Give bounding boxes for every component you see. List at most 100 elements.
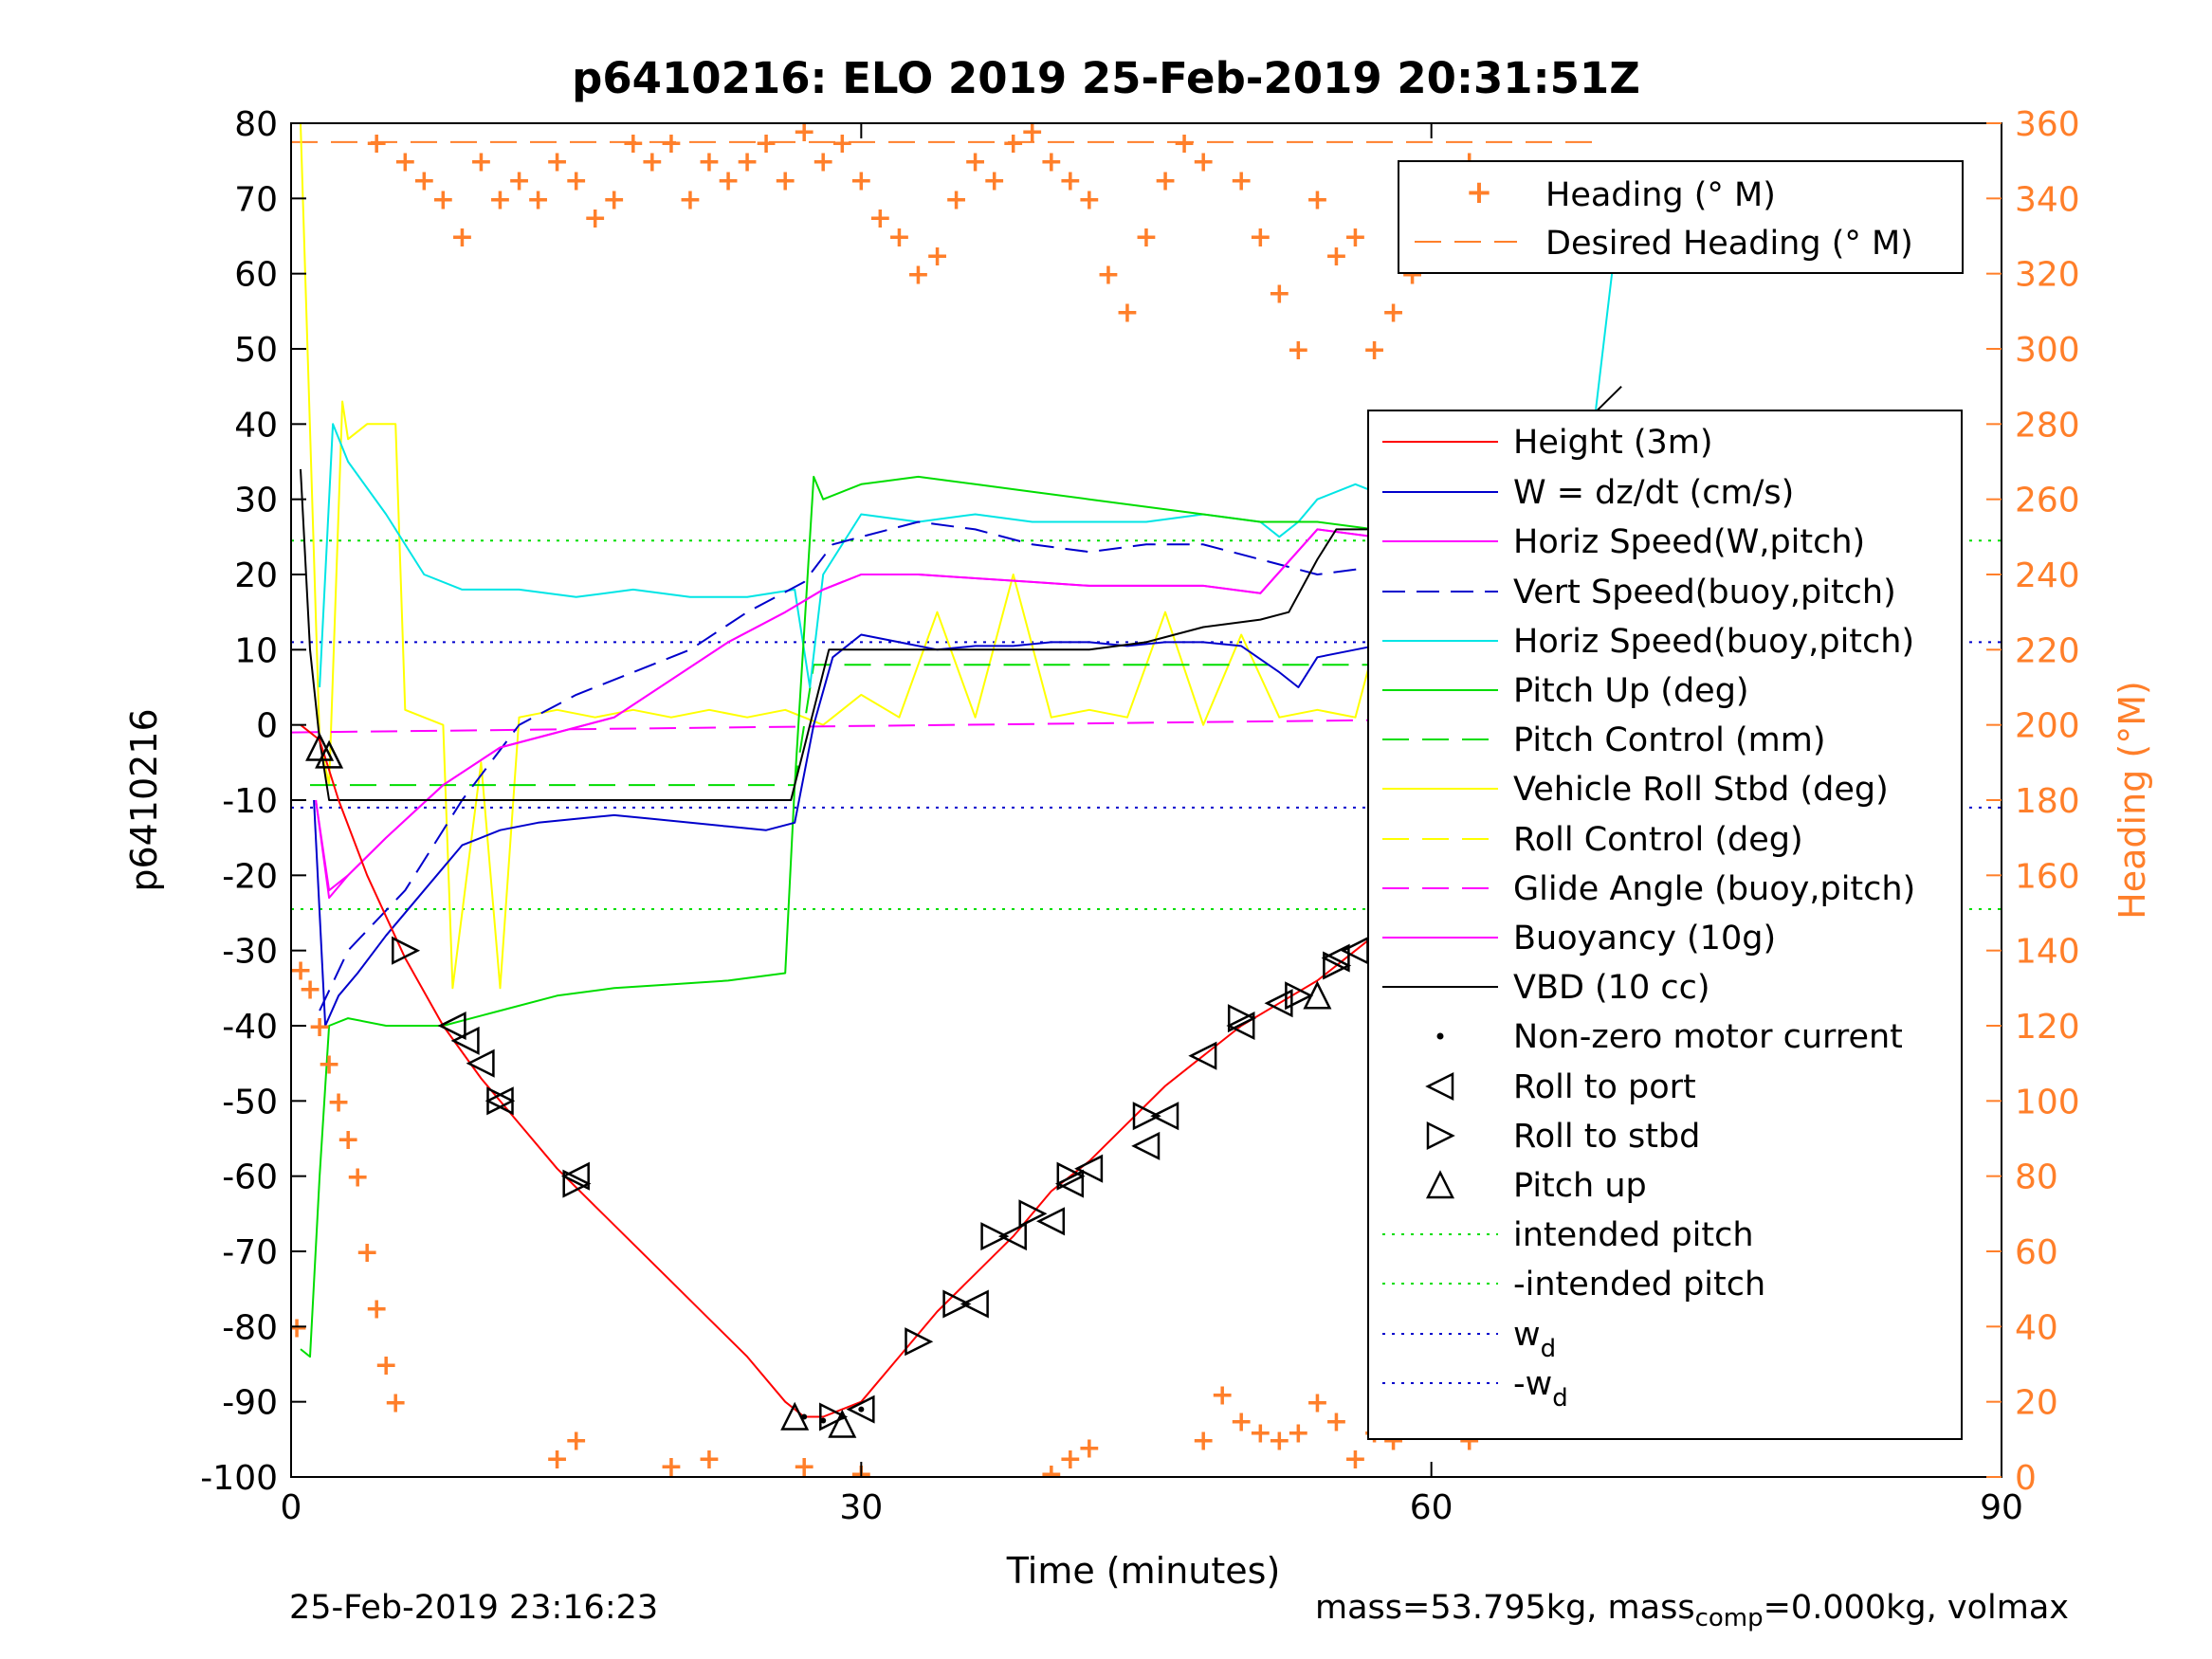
y2-tick-label: 220 [2015, 631, 2080, 670]
legend-swatch-roll-to-port [1425, 1071, 1454, 1102]
heading-point: + [1249, 221, 1272, 254]
legend-entry-height: Height (3m) [1513, 424, 1713, 462]
y2-tick-label: 200 [2015, 707, 2080, 746]
heading-point: + [469, 146, 493, 179]
roll-to-port-marker [1226, 1011, 1255, 1041]
x-tick-label: 90 [1980, 1488, 2023, 1527]
roll-to-stbd-marker [1323, 951, 1352, 980]
heading-point: + [1077, 183, 1101, 216]
footer-mass-text: mass=53.795kg, mass [1315, 1589, 1695, 1627]
heading-point: + [659, 1450, 683, 1484]
footer-mass-tail: =0.000kg, volmax [1763, 1589, 2069, 1627]
heading-point: + [793, 116, 816, 149]
heading-point: + [1096, 259, 1120, 292]
heading-point: + [1268, 1424, 1291, 1457]
roll-to-port-marker [437, 1011, 466, 1041]
heading-point: + [963, 146, 987, 179]
heading-point: + [697, 1443, 721, 1476]
legend-main: Height (3m) W = dz/dt (cm/s) Horiz Speed… [1367, 410, 1963, 1440]
heading-point: + [1306, 183, 1329, 216]
y-tick-label: -50 [222, 1083, 278, 1121]
roll-to-stbd-marker [1056, 1161, 1086, 1191]
heading-point: + [284, 1311, 308, 1344]
heading-point: + [1115, 296, 1139, 329]
heading-point: + [412, 165, 436, 198]
legend-entry-motor-current: Non-zero motor current [1513, 1018, 1903, 1056]
heading-point: + [906, 259, 930, 292]
roll-to-port-marker [1036, 1207, 1066, 1236]
roll-to-port-marker [997, 1222, 1027, 1251]
roll-to-port-marker [1264, 989, 1293, 1018]
x-axis-label: Time (minutes) [1006, 1550, 1281, 1592]
heading-point: + [1362, 334, 1386, 367]
legend-heading-plus-marker: + [1466, 173, 1493, 211]
heading-point: + [545, 1443, 569, 1476]
legend-entry-vehicle-roll: Vehicle Roll Stbd (deg) [1513, 771, 1889, 809]
roll-to-stbd-marker [562, 1169, 592, 1198]
y-tick-label: 0 [256, 707, 278, 746]
roll-to-port-marker [1074, 1154, 1104, 1183]
legend-entry-w: W = dz/dt (cm/s) [1513, 474, 1794, 512]
roll-to-port-marker [450, 1026, 480, 1055]
legend-heading: + Heading (° M) Desired Heading (° M) [1398, 160, 1964, 274]
roll-to-stbd-marker [819, 1402, 849, 1431]
motor-current-point [839, 1413, 846, 1420]
heading-point: + [365, 127, 389, 160]
roll-to-port-marker [1321, 943, 1350, 973]
series-pitch [300, 475, 1613, 1358]
y2-tick-label: 0 [2015, 1459, 2037, 1498]
roll-to-stbd-marker [1018, 1199, 1048, 1229]
series-glide [291, 716, 1622, 734]
heading-point: + [356, 1236, 379, 1269]
legend-entry-pitch-up: Pitch Up (deg) [1513, 672, 1749, 710]
heading-point: + [1077, 1431, 1101, 1465]
y-tick-label: -20 [222, 857, 278, 896]
x-tick-label: 0 [281, 1488, 302, 1527]
heading-point: + [659, 127, 683, 160]
legend-main-box [1367, 410, 1963, 1440]
heading-point: + [1173, 127, 1197, 160]
heading-point: + [868, 202, 892, 235]
y2-axis-label: Heading (°M) [2111, 681, 2153, 920]
motor-current-point [858, 1406, 865, 1413]
heading-point: + [1325, 240, 1348, 273]
heading-point: + [1381, 296, 1405, 329]
legend-entry-vbd: VBD (10 cc) [1513, 969, 1710, 1007]
heading-point: + [640, 146, 664, 179]
footer-timestamp: 25-Feb-2019 23:16:23 [289, 1589, 659, 1627]
series-buoyancy [315, 505, 1613, 900]
legend-entry-roll-to-stbd: Roll to stbd [1513, 1118, 1700, 1156]
heading-point: + [488, 183, 512, 216]
chart-title: p6410216: ELO 2019 25-Feb-2019 20:31:51Z [572, 53, 1640, 103]
y-axis-label: p6410216 [123, 708, 165, 891]
heading-point: + [1020, 116, 1044, 149]
x-tick-label: 30 [839, 1488, 883, 1527]
heading-point: + [526, 183, 550, 216]
legend-swatch-pitch-up-marker [1425, 1170, 1455, 1199]
heading-point: + [1134, 221, 1158, 254]
legend-entry-roll-control: Roll Control (deg) [1513, 821, 1803, 859]
heading-point: + [1230, 1406, 1253, 1439]
heading-point: + [1039, 146, 1063, 179]
heading-point: + [793, 1450, 816, 1484]
legend-entry-neg-intended-pitch: -intended pitch [1513, 1266, 1765, 1304]
heading-point: + [327, 1085, 351, 1119]
y-tick-label: -40 [222, 1008, 278, 1047]
legend-heading-entry: Heading (° M) [1545, 176, 1776, 214]
heading-point: + [307, 1011, 331, 1044]
heading-point: + [337, 1123, 360, 1157]
legend-entry-buoyancy: Buoyancy (10g) [1513, 920, 1776, 957]
series-roll [300, 123, 1622, 990]
y2-tick-label: 120 [2015, 1008, 2080, 1047]
roll-to-port-marker [846, 1395, 875, 1424]
heading-point: + [545, 146, 569, 179]
heading-point: + [507, 165, 531, 198]
heading-point: + [1153, 165, 1177, 198]
legend-swatches [1382, 441, 1498, 1384]
y-tick-label: 60 [234, 256, 278, 295]
heading-point: + [1001, 127, 1025, 160]
legend-entry-intended-pitch: intended pitch [1513, 1216, 1754, 1254]
heading-point: + [564, 1424, 588, 1457]
heading-point: + [564, 165, 588, 198]
